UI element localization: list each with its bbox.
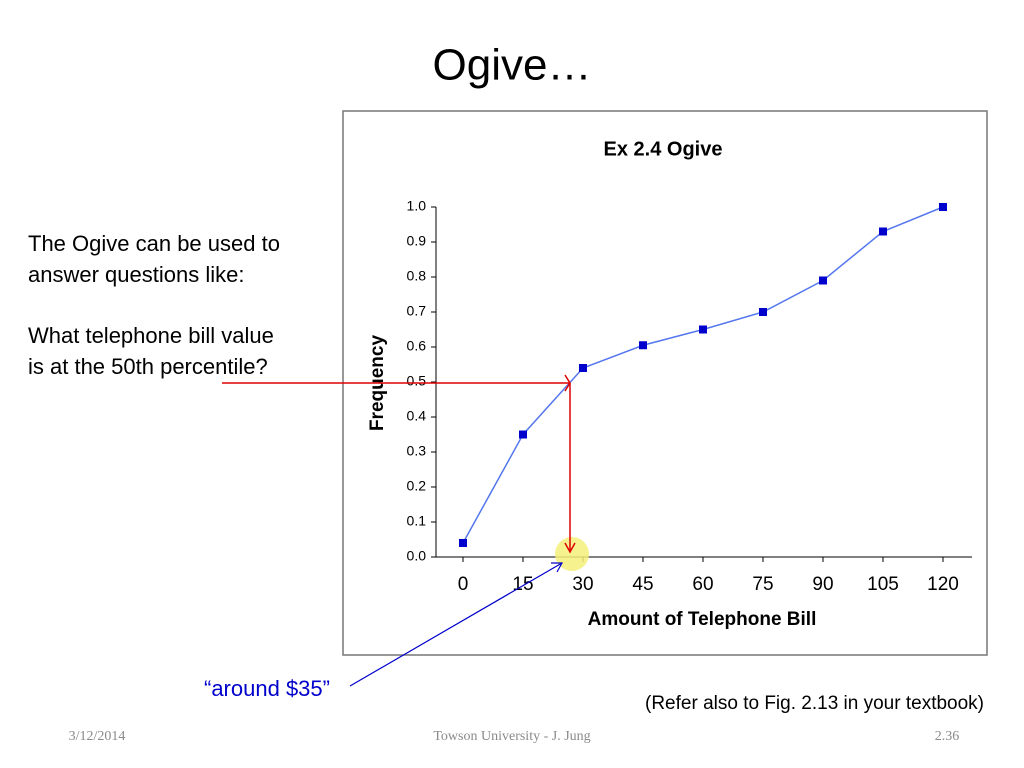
y-tick-label: 0.7	[407, 303, 427, 319]
x-axis-label: Amount of Telephone Bill	[588, 609, 817, 630]
plot: 0.0 0.1 0.2 0.3 0.4 0.5 0.6 0.7 0.8 0.9 1.0 0 15 30 45…	[407, 198, 972, 595]
y-tick-label: 0.0	[407, 548, 427, 564]
marker	[819, 276, 827, 285]
x-tick-label: 45	[632, 574, 653, 595]
annotation-arrow	[349, 562, 563, 687]
x-tick-label: 75	[752, 574, 773, 595]
y-tick-label: 0.2	[407, 478, 427, 494]
x-tick-label: 120	[927, 574, 959, 595]
body-line: is at the 50th percentile?	[28, 354, 268, 379]
arrow-head	[564, 374, 576, 554]
x-tick-label: 0	[458, 574, 469, 595]
marker	[519, 430, 527, 439]
y-tick-label: 0.6	[407, 338, 427, 354]
footer-date: 3/12/2014	[69, 729, 126, 744]
marker	[939, 203, 947, 211]
x-tick-label: 15	[512, 574, 533, 595]
y-tick-label: 0.3	[407, 443, 427, 459]
footer-center: Towson University - J. Jung	[433, 729, 590, 744]
note: (Refer also to Fig. 2.13 in your textboo…	[645, 693, 984, 714]
slide-title: Ogive…	[433, 41, 592, 90]
arrow-head	[551, 562, 564, 573]
y-tick-label: 0.1	[407, 513, 427, 529]
marker	[879, 227, 887, 236]
body-line: The Ogive can be used to	[28, 231, 280, 256]
chart-title: Ex 2.4 Ogive	[604, 138, 723, 160]
body-line: What telephone bill value	[28, 323, 274, 348]
marker	[699, 325, 707, 334]
x-tick-label: 60	[692, 574, 713, 595]
y-tick-label: 0.5	[407, 373, 427, 389]
marker	[639, 341, 647, 350]
highlight	[555, 537, 589, 571]
annotation: “around $35”	[204, 676, 330, 701]
y-tick-label: 0.8	[407, 268, 427, 284]
y-tick-label: 0.9	[407, 233, 427, 249]
x-tick-label: 105	[867, 574, 899, 595]
body-line: answer questions like:	[28, 262, 244, 287]
marker	[759, 308, 767, 316]
x-tick-label: 90	[812, 574, 833, 595]
x-tick-label: 30	[572, 574, 593, 595]
footer-page: 2.36	[935, 729, 960, 744]
y-tick-label: 1.0	[407, 198, 427, 214]
marker	[459, 539, 467, 547]
y-tick-label: 0.4	[407, 408, 427, 424]
marker	[579, 364, 587, 372]
